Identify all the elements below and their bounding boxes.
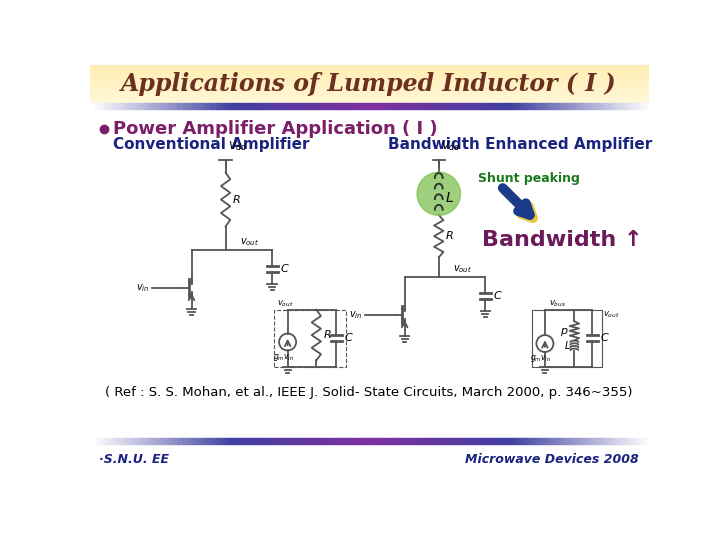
Text: $v_{in}$: $v_{in}$ <box>349 309 363 321</box>
Circle shape <box>417 172 461 215</box>
Text: $v_{out}$: $v_{out}$ <box>276 298 294 308</box>
Text: R: R <box>446 231 454 241</box>
Text: L: L <box>565 341 570 351</box>
Text: $V_{dd}$: $V_{dd}$ <box>228 139 248 153</box>
Text: $g_m v_{in}$: $g_m v_{in}$ <box>273 352 294 363</box>
Text: ·S.N.U. EE: ·S.N.U. EE <box>99 453 169 465</box>
Text: $v_{in}$: $v_{in}$ <box>136 282 150 294</box>
Text: Shunt peaking: Shunt peaking <box>477 172 580 185</box>
Text: C: C <box>600 333 608 343</box>
Text: Conventional Amplifier: Conventional Amplifier <box>113 137 310 152</box>
Text: C: C <box>281 264 289 274</box>
Text: p: p <box>560 326 567 336</box>
Text: $v_{out}$: $v_{out}$ <box>603 309 620 320</box>
Text: C: C <box>345 333 353 343</box>
Text: L: L <box>446 191 454 205</box>
Text: $v_{out}$: $v_{out}$ <box>240 237 258 248</box>
Text: R: R <box>233 194 240 205</box>
Text: $v_{out}$: $v_{out}$ <box>453 263 472 275</box>
Text: $g_m v_{in}$: $g_m v_{in}$ <box>531 354 552 364</box>
Text: ( Ref : S. S. Mohan, et al., IEEE J. Solid- State Circuits, March 2000, p. 346~3: ( Ref : S. S. Mohan, et al., IEEE J. Sol… <box>105 386 633 399</box>
Text: $V_{dd}$: $V_{dd}$ <box>441 139 461 153</box>
Text: Bandwidth ↑: Bandwidth ↑ <box>482 230 643 250</box>
Text: Applications of Lumped Inductor ( I ): Applications of Lumped Inductor ( I ) <box>121 72 617 96</box>
Text: Microwave Devices 2008: Microwave Devices 2008 <box>465 453 639 465</box>
Text: Power Amplifier Application ( I ): Power Amplifier Application ( I ) <box>113 120 438 138</box>
Text: R: R <box>323 330 331 340</box>
Text: Bandwidth Enhanced Amplifier: Bandwidth Enhanced Amplifier <box>388 137 652 152</box>
Text: C: C <box>494 291 502 301</box>
Text: $v_{bus}$: $v_{bus}$ <box>549 298 566 308</box>
